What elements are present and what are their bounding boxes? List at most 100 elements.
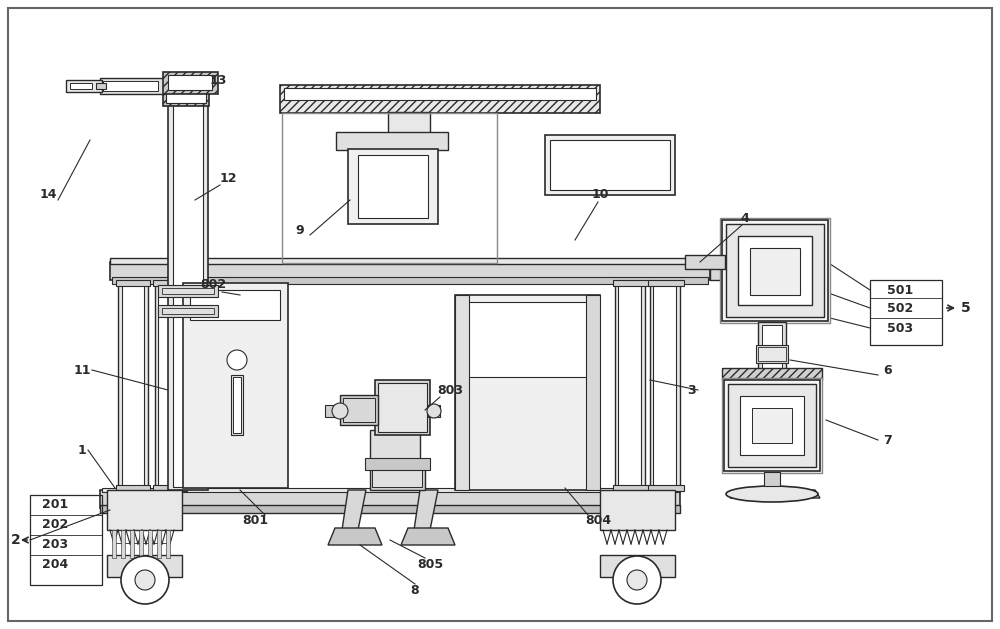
Bar (722, 378, 822, 473)
Bar (343, 398, 375, 422)
Bar (110, 258, 710, 264)
Bar (168, 75, 212, 90)
Text: 203: 203 (42, 538, 68, 552)
Bar (107, 490, 182, 530)
Text: 8: 8 (411, 584, 419, 596)
Bar (378, 383, 427, 432)
Bar (166, 91, 206, 103)
Bar (648, 485, 684, 491)
Bar (722, 220, 828, 321)
Bar (280, 85, 600, 113)
Bar (155, 283, 183, 488)
Bar (648, 280, 684, 286)
Text: 501: 501 (887, 284, 913, 296)
Polygon shape (157, 530, 161, 558)
Bar (336, 132, 448, 150)
Text: 202: 202 (42, 518, 68, 532)
Bar (107, 555, 182, 577)
Bar (618, 285, 641, 486)
Text: 6: 6 (884, 364, 892, 377)
Bar (116, 280, 150, 286)
Bar (726, 224, 824, 317)
Text: 804: 804 (585, 513, 611, 526)
Bar (100, 505, 680, 513)
Bar (103, 81, 158, 91)
Bar (102, 488, 680, 492)
Circle shape (135, 570, 155, 590)
Bar (118, 283, 148, 488)
Bar (122, 285, 144, 486)
Bar (428, 405, 440, 417)
Bar (455, 295, 600, 490)
Text: 2: 2 (11, 533, 21, 547)
Bar (750, 248, 800, 295)
Bar (650, 283, 680, 488)
Polygon shape (130, 530, 134, 558)
Bar (282, 113, 497, 263)
Polygon shape (414, 490, 438, 530)
Ellipse shape (726, 486, 818, 502)
Text: 801: 801 (242, 513, 268, 526)
Polygon shape (328, 528, 382, 545)
Bar (163, 88, 209, 106)
Polygon shape (401, 528, 455, 545)
Polygon shape (139, 530, 143, 558)
Polygon shape (342, 490, 366, 530)
Text: 14: 14 (39, 189, 57, 201)
Bar (720, 218, 830, 323)
Bar (153, 280, 187, 286)
Bar (365, 458, 430, 470)
Bar (728, 384, 816, 467)
Bar (110, 262, 710, 280)
Bar (375, 380, 430, 435)
Bar (358, 155, 428, 218)
Text: 803: 803 (437, 384, 463, 396)
Bar (100, 78, 165, 94)
Bar (653, 285, 676, 486)
Bar (30, 495, 102, 585)
Bar (325, 405, 342, 417)
Bar (153, 485, 187, 491)
Bar (96, 83, 106, 89)
Polygon shape (148, 530, 152, 558)
Bar (600, 490, 675, 530)
Bar (724, 380, 820, 471)
Bar (116, 485, 150, 491)
Text: 12: 12 (219, 172, 237, 184)
Bar (758, 322, 786, 372)
Text: 9: 9 (296, 223, 304, 237)
Text: 10: 10 (591, 189, 609, 201)
Circle shape (227, 350, 247, 370)
Circle shape (427, 404, 441, 418)
Text: 204: 204 (42, 559, 68, 572)
Bar (162, 288, 214, 294)
Bar (685, 255, 725, 269)
Bar (66, 80, 102, 92)
Circle shape (627, 570, 647, 590)
Bar (764, 472, 780, 486)
Bar (756, 345, 788, 363)
Bar (550, 140, 670, 190)
Bar (173, 103, 203, 487)
Bar (183, 283, 288, 488)
Bar (370, 430, 420, 465)
Text: 7: 7 (884, 433, 892, 447)
Bar (233, 377, 241, 433)
Bar (740, 396, 804, 455)
Text: 11: 11 (73, 364, 91, 377)
Bar (462, 302, 593, 377)
Bar (586, 295, 600, 490)
Text: 805: 805 (417, 559, 443, 572)
Polygon shape (121, 530, 125, 558)
Bar (752, 408, 792, 443)
Bar (545, 135, 675, 195)
Bar (100, 490, 680, 508)
Bar (158, 285, 218, 297)
Bar (158, 285, 180, 486)
Bar (762, 325, 782, 369)
Circle shape (613, 556, 661, 604)
Bar (162, 308, 214, 314)
Text: 1: 1 (78, 443, 86, 457)
Bar (348, 149, 438, 224)
Bar (370, 465, 425, 490)
